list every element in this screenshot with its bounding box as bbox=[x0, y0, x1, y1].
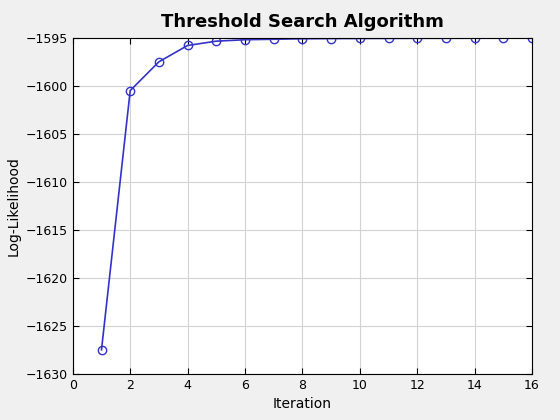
X-axis label: Iteration: Iteration bbox=[273, 397, 332, 411]
Y-axis label: Log-Likelihood: Log-Likelihood bbox=[6, 156, 20, 256]
Title: Threshold Search Algorithm: Threshold Search Algorithm bbox=[161, 13, 444, 31]
